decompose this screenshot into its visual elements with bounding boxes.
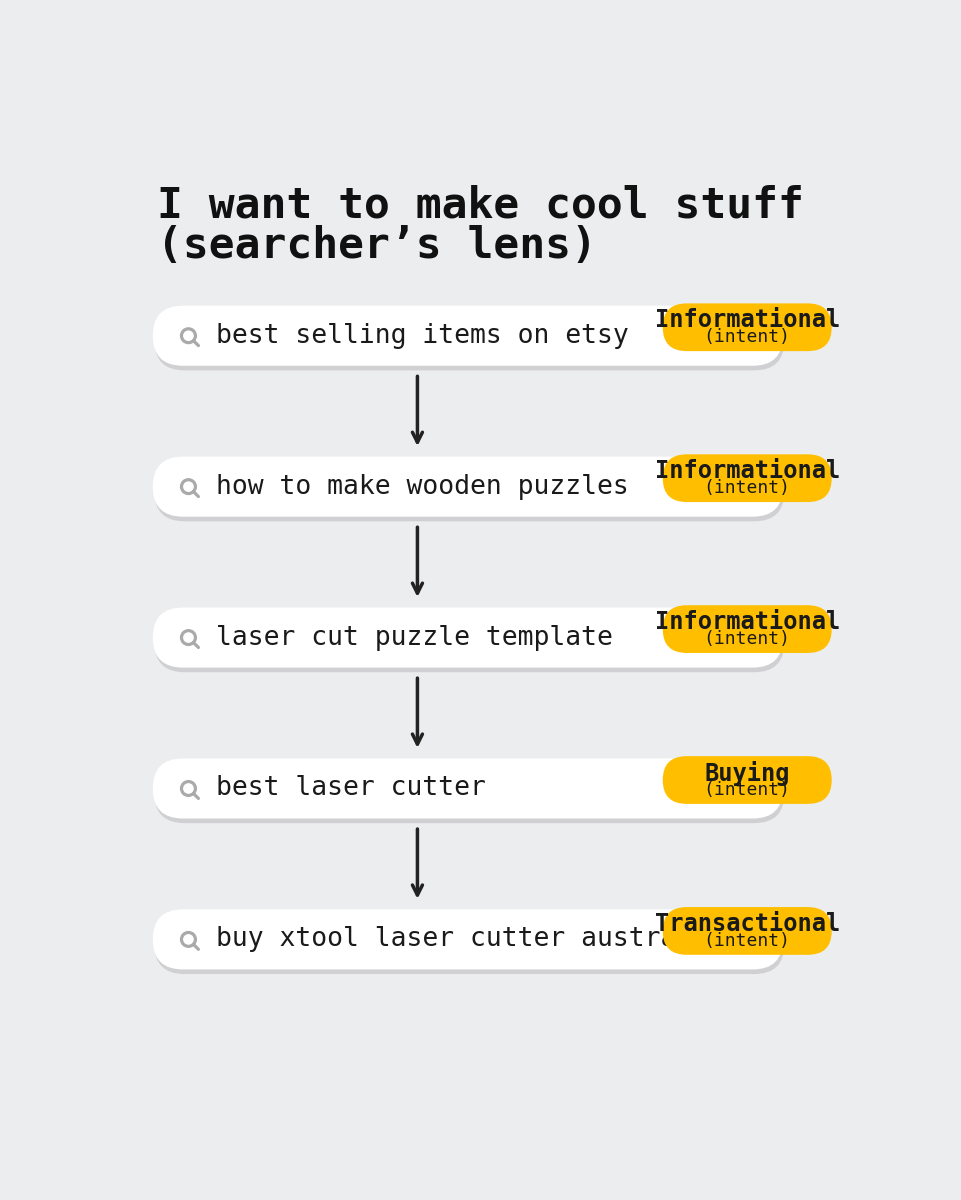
Text: (intent): (intent) [703, 479, 790, 497]
FancyBboxPatch shape [662, 304, 831, 352]
Text: (intent): (intent) [703, 932, 790, 950]
FancyBboxPatch shape [154, 311, 783, 371]
FancyBboxPatch shape [154, 612, 783, 672]
Text: I want to make cool stuff: I want to make cool stuff [158, 184, 803, 226]
FancyBboxPatch shape [662, 756, 831, 804]
Text: (intent): (intent) [703, 630, 790, 648]
Text: laser cut puzzle template: laser cut puzzle template [216, 624, 612, 650]
Text: Informational: Informational [653, 308, 839, 332]
Text: (intent): (intent) [703, 781, 790, 799]
Text: Informational: Informational [653, 610, 839, 634]
Text: (intent): (intent) [703, 329, 790, 347]
Text: Buying: Buying [703, 761, 789, 786]
FancyBboxPatch shape [153, 758, 782, 818]
FancyBboxPatch shape [153, 306, 782, 366]
FancyBboxPatch shape [153, 457, 782, 517]
Text: how to make wooden puzzles: how to make wooden puzzles [216, 474, 628, 499]
FancyBboxPatch shape [153, 607, 782, 667]
Text: Transactional: Transactional [653, 912, 839, 936]
FancyBboxPatch shape [662, 605, 831, 653]
Text: (searcher’s lens): (searcher’s lens) [158, 224, 597, 266]
Text: best laser cutter: best laser cutter [216, 775, 485, 802]
FancyBboxPatch shape [662, 455, 831, 502]
Text: Informational: Informational [653, 460, 839, 484]
FancyBboxPatch shape [154, 461, 783, 521]
FancyBboxPatch shape [154, 763, 783, 823]
Text: best selling items on etsy: best selling items on etsy [216, 323, 628, 349]
Text: buy xtool laser cutter australia: buy xtool laser cutter australia [216, 926, 724, 953]
FancyBboxPatch shape [153, 910, 782, 970]
FancyBboxPatch shape [154, 914, 783, 974]
FancyBboxPatch shape [662, 907, 831, 955]
